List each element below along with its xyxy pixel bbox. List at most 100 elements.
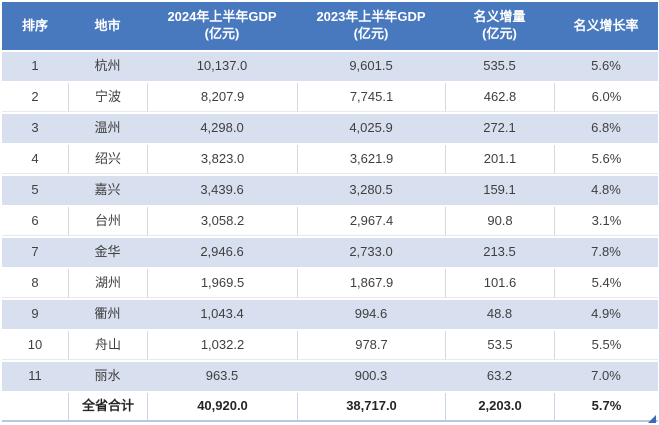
cell-increase: 90.8 [445,207,554,236]
cell-gdp-2024: 963.5 [147,362,297,391]
cell-rank-empty [2,393,68,420]
cell-total-gdp-2024: 40,920.0 [147,393,297,420]
cell-city: 舟山 [68,331,147,360]
cell-rank: 7 [2,238,68,267]
cell-growth-rate: 6.0% [554,83,658,112]
cell-city: 台州 [68,207,147,236]
table-row-quzhou: 9 衢州 1,043.4 994.6 48.8 4.9% [2,300,658,329]
table-row-huzhou: 8 湖州 1,969.5 1,867.9 101.6 5.4% [2,269,658,298]
cell-growth-rate: 7.0% [554,362,658,391]
cell-growth-rate: 4.9% [554,300,658,329]
cell-city: 温州 [68,114,147,143]
table-row-shaoxing: 4 绍兴 3,823.0 3,621.9 201.1 5.6% [2,145,658,174]
cell-city: 金华 [68,238,147,267]
cell-increase: 101.6 [445,269,554,298]
cell-rank: 11 [2,362,68,391]
table-row-jinhua: 7 金华 2,946.6 2,733.0 213.5 7.8% [2,238,658,267]
cell-city: 嘉兴 [68,176,147,205]
cell-rank: 3 [2,114,68,143]
cell-rank: 6 [2,207,68,236]
cell-growth-rate: 5.4% [554,269,658,298]
table-row-zhoushan: 10 舟山 1,032.2 978.7 53.5 5.5% [2,331,658,360]
cell-growth-rate: 5.6% [554,145,658,174]
cell-gdp-2023: 978.7 [297,331,445,360]
cell-increase: 48.8 [445,300,554,329]
col-header-nominal-increase: 名义增量 (亿元) [445,2,554,50]
cell-increase: 53.5 [445,331,554,360]
cell-gdp-2024: 3,058.2 [147,207,297,236]
table-row-lishui: 11 丽水 963.5 900.3 63.2 7.0% [2,362,658,391]
col-header-gdp-2023: 2023年上半年GDP (亿元) [297,2,445,50]
cell-gdp-2024: 10,137.0 [147,52,297,81]
cell-city: 杭州 [68,52,147,81]
cell-growth-rate: 3.1% [554,207,658,236]
cell-gdp-2024: 8,207.9 [147,83,297,112]
col-header-nominal-increase-unit: (亿元) [482,26,517,41]
cell-growth-rate: 5.5% [554,331,658,360]
col-header-gdp-2024-label: 2024年上半年GDP [167,9,277,25]
cell-city: 衢州 [68,300,147,329]
col-header-gdp-2023-label: 2023年上半年GDP [316,9,426,25]
cell-rank: 1 [2,52,68,81]
cell-increase: 213.5 [445,238,554,267]
cell-rank: 5 [2,176,68,205]
cell-increase: 159.1 [445,176,554,205]
cell-rank: 2 [2,83,68,112]
cell-city: 丽水 [68,362,147,391]
cell-gdp-2023: 4,025.9 [297,114,445,143]
table-row-wenzhou: 3 温州 4,298.0 4,025.9 272.1 6.8% [2,114,658,143]
cell-increase: 462.8 [445,83,554,112]
cell-rank: 8 [2,269,68,298]
cell-total-label: 全省合计 [68,393,147,420]
cell-gdp-2023: 2,733.0 [297,238,445,267]
table-row-jiaxing: 5 嘉兴 3,439.6 3,280.5 159.1 4.8% [2,176,658,205]
cell-gdp-2024: 3,439.6 [147,176,297,205]
cell-increase: 63.2 [445,362,554,391]
col-header-rank-label: 排序 [21,17,48,33]
cell-gdp-2024: 1,043.4 [147,300,297,329]
col-header-city: 地市 [68,2,147,50]
cell-gdp-2023: 2,967.4 [297,207,445,236]
cell-gdp-2023: 3,621.9 [297,145,445,174]
header-row: 排序 地市 2024年上半年GDP (亿元) 2023年上半年GDP (亿元) … [2,2,658,50]
col-header-city-label: 地市 [94,17,121,33]
col-header-gdp-2024-unit: (亿元) [204,26,240,41]
cell-city: 湖州 [68,269,147,298]
total-row: 全省合计 40,920.0 38,717.0 2,203.0 5.7% [2,393,658,422]
cell-gdp-2024: 1,032.2 [147,331,297,360]
cell-gdp-2024: 1,969.5 [147,269,297,298]
cell-increase: 201.1 [445,145,554,174]
cell-gdp-2024: 3,823.0 [147,145,297,174]
cell-city: 绍兴 [68,145,147,174]
col-header-gdp-2023-unit: (亿元) [353,26,389,41]
cell-total-growth-rate: 5.7% [554,393,658,420]
cell-growth-rate: 5.6% [554,52,658,81]
cell-growth-rate: 4.8% [554,176,658,205]
col-header-gdp-2024: 2024年上半年GDP (亿元) [147,2,297,50]
corner-handle-icon [648,415,656,423]
cell-growth-rate: 6.8% [554,114,658,143]
cell-gdp-2024: 2,946.6 [147,238,297,267]
cell-total-increase: 2,203.0 [445,393,554,420]
cell-gdp-2023: 3,280.5 [297,176,445,205]
cell-rank: 9 [2,300,68,329]
col-header-growth-rate-label: 名义增长率 [573,17,639,33]
cell-gdp-2023: 1,867.9 [297,269,445,298]
cell-rank: 10 [2,331,68,360]
table-row-ningbo: 2 宁波 8,207.9 7,745.1 462.8 6.0% [2,83,658,112]
col-header-rank: 排序 [2,2,68,50]
cell-gdp-2024: 4,298.0 [147,114,297,143]
cell-gdp-2023: 994.6 [297,300,445,329]
cell-growth-rate: 7.8% [554,238,658,267]
col-header-growth-rate: 名义增长率 [554,2,658,50]
cell-city: 宁波 [68,83,147,112]
cell-gdp-2023: 9,601.5 [297,52,445,81]
table-row-hangzhou: 1 杭州 10,137.0 9,601.5 535.5 5.6% [2,52,658,81]
cell-rank: 4 [2,145,68,174]
cell-gdp-2023: 900.3 [297,362,445,391]
col-header-nominal-increase-label: 名义增量 [473,9,526,25]
table-row-taizhou: 6 台州 3,058.2 2,967.4 90.8 3.1% [2,207,658,236]
cell-total-gdp-2023: 38,717.0 [297,393,445,420]
cell-gdp-2023: 7,745.1 [297,83,445,112]
